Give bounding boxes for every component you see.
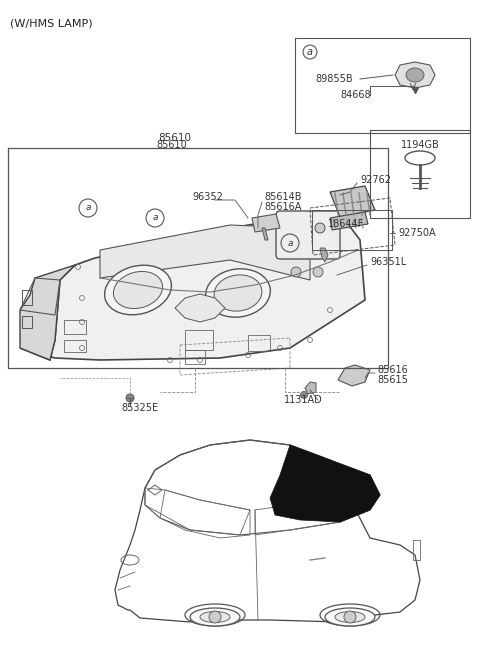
Text: 85325E: 85325E (121, 403, 158, 413)
Polygon shape (305, 382, 316, 394)
Text: a: a (307, 47, 313, 57)
Polygon shape (338, 365, 370, 386)
Polygon shape (100, 225, 310, 280)
Text: a: a (287, 238, 293, 248)
Polygon shape (320, 248, 328, 262)
Polygon shape (395, 62, 435, 88)
Circle shape (344, 611, 356, 623)
Text: 85614B: 85614B (264, 192, 301, 202)
Text: 1194GB: 1194GB (401, 140, 439, 150)
Text: 92750A: 92750A (398, 228, 436, 238)
Text: 96351L: 96351L (370, 257, 406, 267)
Ellipse shape (406, 68, 424, 82)
Text: 96352: 96352 (192, 192, 223, 202)
Circle shape (126, 394, 134, 402)
Text: 18644F: 18644F (328, 219, 364, 229)
Text: (W/HMS LAMP): (W/HMS LAMP) (10, 18, 93, 28)
Ellipse shape (214, 275, 262, 311)
Polygon shape (330, 186, 375, 217)
Ellipse shape (190, 608, 240, 626)
Text: 92762: 92762 (360, 175, 391, 185)
Ellipse shape (325, 608, 375, 626)
Text: a: a (85, 203, 91, 213)
Text: 1131AD: 1131AD (284, 395, 323, 405)
Polygon shape (262, 228, 268, 240)
Text: 85615: 85615 (377, 375, 408, 385)
Text: 85610: 85610 (156, 140, 187, 150)
Text: 85610: 85610 (158, 133, 192, 143)
Ellipse shape (200, 612, 230, 622)
Polygon shape (20, 215, 365, 360)
Text: 85616A: 85616A (264, 202, 301, 212)
Polygon shape (20, 265, 75, 360)
Polygon shape (175, 294, 225, 322)
Text: 89855B: 89855B (315, 74, 353, 84)
Circle shape (315, 223, 325, 233)
Circle shape (291, 267, 301, 277)
Circle shape (313, 267, 323, 277)
Text: 85616: 85616 (377, 365, 408, 375)
Circle shape (209, 611, 221, 623)
Polygon shape (330, 212, 368, 230)
Polygon shape (270, 445, 380, 522)
Polygon shape (252, 214, 280, 232)
Ellipse shape (205, 269, 270, 317)
Text: a: a (152, 214, 158, 222)
FancyBboxPatch shape (276, 211, 340, 259)
Text: 84668: 84668 (340, 90, 371, 100)
Ellipse shape (113, 271, 163, 308)
Ellipse shape (105, 265, 171, 315)
Ellipse shape (335, 612, 365, 622)
Circle shape (300, 391, 308, 399)
Bar (413, 540, 420, 560)
